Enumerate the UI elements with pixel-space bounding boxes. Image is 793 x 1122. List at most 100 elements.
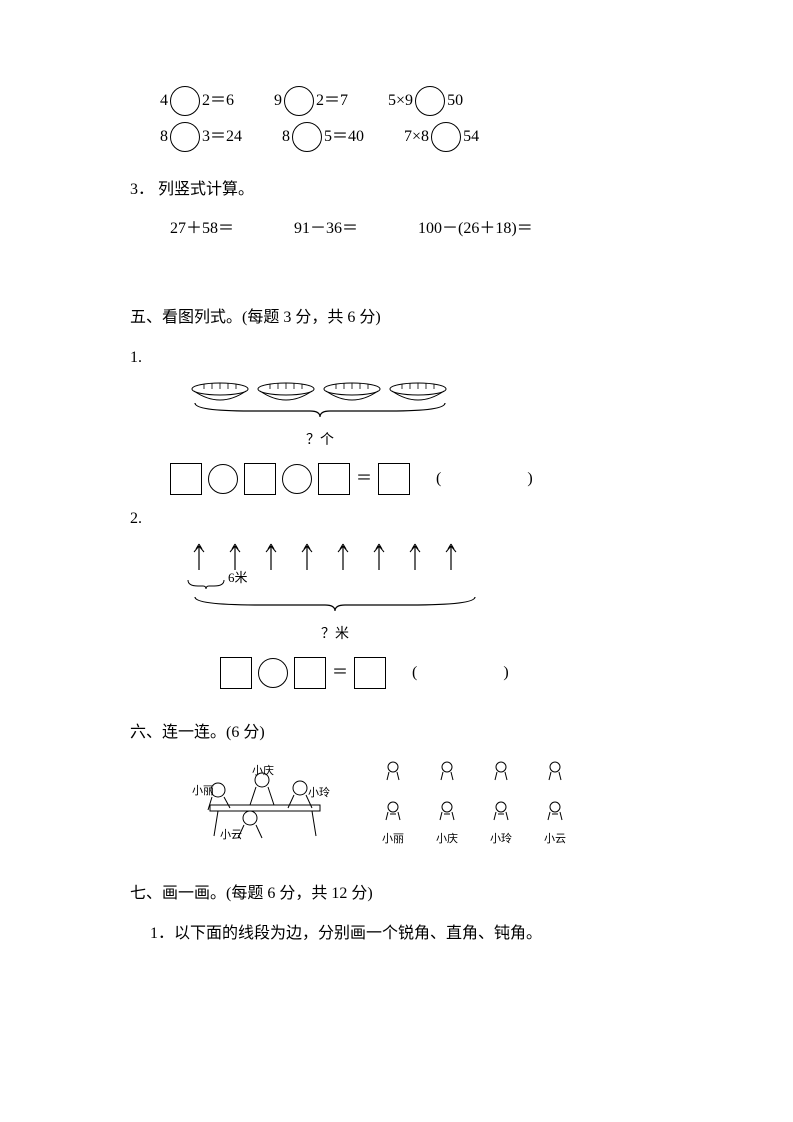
operand: 9 <box>274 87 282 116</box>
tree-icon <box>406 542 424 572</box>
answer-box[interactable] <box>354 657 386 689</box>
vertical-calc-row: 27＋58＝ 91－36＝ 100－(26＋18)＝ <box>170 215 733 244</box>
brace-under-bowls: ？个 <box>190 401 450 453</box>
eq-item: 8 5 ＝40 <box>282 122 364 152</box>
unit-paren[interactable]: ( ) <box>412 659 527 688</box>
answer-box[interactable] <box>244 463 276 495</box>
eq-item: 4 2 ＝6 <box>160 86 234 116</box>
operand: 4 <box>160 87 168 116</box>
operand: 54 <box>463 123 479 152</box>
bowls-row <box>190 381 733 403</box>
eq-tail: ＝24 <box>210 123 242 152</box>
equals-sign: ＝ <box>356 465 372 494</box>
section-5-title: 五、看图列式。(每题 3 分，共 6 分) <box>130 304 733 333</box>
eq-tail: ＝7 <box>324 87 348 116</box>
calc-item: 100－(26＋18)＝ <box>418 215 533 244</box>
operand: 8 <box>160 123 168 152</box>
equals-sign: ＝ <box>332 659 348 688</box>
char-option[interactable] <box>488 760 514 790</box>
math-worksheet-page: 4 2 ＝6 9 2 ＝7 5×9 50 8 3 ＝24 8 5 ＝40 <box>0 0 793 995</box>
operand: 5×9 <box>388 87 413 116</box>
bowl-icon <box>190 381 250 403</box>
char-label: 小玲 <box>308 784 330 804</box>
answer-box[interactable] <box>220 657 252 689</box>
operand: 2 <box>202 87 210 116</box>
char-option[interactable] <box>542 760 568 790</box>
operator-blank-circle[interactable] <box>170 122 200 152</box>
brace-under-trees: ？米 <box>190 595 480 647</box>
brace-icon <box>190 595 480 613</box>
tree-icon <box>442 542 460 572</box>
operator-circle[interactable] <box>208 464 238 494</box>
char-row-top <box>380 760 568 790</box>
answer-box[interactable] <box>170 463 202 495</box>
calc-item: 91－36＝ <box>294 215 358 244</box>
problem-3-heading: 3． 列竖式计算。 <box>130 176 733 205</box>
eq-item: 9 2 ＝7 <box>274 86 348 116</box>
operator-circle[interactable] <box>282 464 312 494</box>
tree-icon <box>298 542 316 572</box>
char-labeled[interactable]: 小玲 <box>488 800 514 850</box>
char-name: 小云 <box>542 830 568 850</box>
eq-tail: ＝40 <box>332 123 364 152</box>
char-option[interactable] <box>434 760 460 790</box>
char-label: 小丽 <box>192 782 214 802</box>
answer-box[interactable] <box>294 657 326 689</box>
char-row-bottom: 小丽 小庆 小玲 小云 <box>380 800 568 850</box>
operand: 50 <box>447 87 463 116</box>
brace-label: ？米 <box>190 622 480 647</box>
operand: 3 <box>202 123 210 152</box>
unit-paren[interactable]: ( ) <box>436 465 551 494</box>
q5-1-number: 1. <box>130 344 733 373</box>
problem-title: 列竖式计算。 <box>158 181 254 198</box>
problem-number: 3． <box>130 181 154 198</box>
calc-item: 27＋58＝ <box>170 215 234 244</box>
tree-icon <box>370 542 388 572</box>
small-brace-icon <box>186 578 226 590</box>
operator-blank-circle[interactable] <box>292 122 322 152</box>
operand: 2 <box>316 87 324 116</box>
operand: 8 <box>282 123 290 152</box>
char-label: 小云 <box>220 826 242 846</box>
fill-equation-1: ＝ ( ) <box>170 463 733 495</box>
fill-equation-2: ＝ ( ) <box>220 657 733 689</box>
section-7-title: 七、画一画。(每题 6 分，共 12 分) <box>130 880 733 909</box>
tree-icon <box>190 542 208 572</box>
char-options: 小丽 小庆 小玲 小云 <box>380 760 568 849</box>
tree-icon <box>262 542 280 572</box>
answer-box[interactable] <box>318 463 350 495</box>
char-labeled[interactable]: 小丽 <box>380 800 406 850</box>
gap-label: 6米 <box>228 566 248 589</box>
char-name: 小丽 <box>380 830 406 850</box>
section-6-title: 六、连一连。(6 分) <box>130 719 733 748</box>
eq-item: 5×9 50 <box>388 86 463 116</box>
operator-circle[interactable] <box>258 658 288 688</box>
bowls-figure: ？个 <box>190 381 733 453</box>
answer-box[interactable] <box>378 463 410 495</box>
match-scene: 小丽 小庆 小玲 小云 小丽 小庆 小玲 小云 <box>190 760 733 849</box>
char-name: 小庆 <box>434 830 460 850</box>
char-option[interactable] <box>380 760 406 790</box>
operand: 7×8 <box>404 123 429 152</box>
eq-item: 7×8 54 <box>404 122 479 152</box>
trees-figure: 6米 ？米 <box>190 542 733 647</box>
brace-label: ？个 <box>190 428 450 453</box>
q5-2-number: 2. <box>130 505 733 534</box>
tree-icon <box>334 542 352 572</box>
operator-blank-circle[interactable] <box>170 86 200 116</box>
fill-operator-row-2: 8 3 ＝24 8 5 ＝40 7×8 54 <box>160 122 733 152</box>
operator-blank-circle[interactable] <box>431 122 461 152</box>
bowl-icon <box>322 381 382 403</box>
brace-icon <box>190 401 450 419</box>
operator-blank-circle[interactable] <box>284 86 314 116</box>
operand: 5 <box>324 123 332 152</box>
eq-item: 8 3 ＝24 <box>160 122 242 152</box>
char-labeled[interactable]: 小云 <box>542 800 568 850</box>
operator-blank-circle[interactable] <box>415 86 445 116</box>
bowl-icon <box>388 381 448 403</box>
char-labeled[interactable]: 小庆 <box>434 800 460 850</box>
table-scene: 小丽 小庆 小玲 小云 <box>190 760 350 840</box>
q7-1-text: 1．以下面的线段为边，分别画一个锐角、直角、钝角。 <box>150 920 733 949</box>
trees-row <box>190 542 733 572</box>
char-label: 小庆 <box>252 762 274 782</box>
